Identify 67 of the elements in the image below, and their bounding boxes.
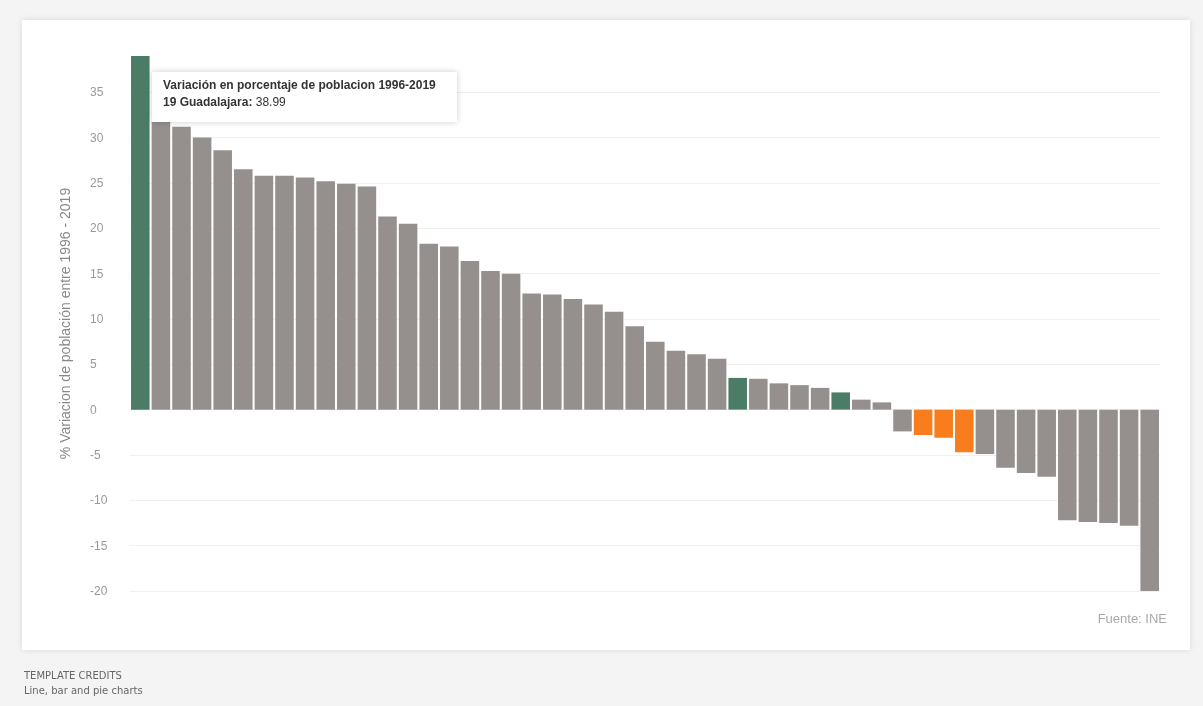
bar	[481, 270, 500, 410]
y-tick-label: 0	[90, 402, 97, 417]
bar	[357, 186, 377, 410]
y-tick-label: -10	[90, 493, 108, 508]
y-tick-label: 30	[90, 130, 104, 145]
bar	[1078, 409, 1098, 523]
bar	[666, 350, 686, 410]
bar	[831, 392, 850, 410]
text: TEMPLATE CREDITS	[24, 670, 122, 681]
bar	[1058, 409, 1077, 521]
bar	[893, 409, 912, 432]
bar	[419, 243, 438, 410]
bar	[1099, 409, 1118, 523]
bar	[852, 399, 871, 410]
source-note: Fuente: INE	[1097, 611, 1168, 626]
bar	[1037, 409, 1056, 477]
y-tick-label: 25	[90, 175, 104, 190]
annotation: Variación en porcentaje de poblacion 1996-2019 19 Guadalajara: 38.99	[163, 78, 437, 109]
bar	[1140, 409, 1159, 591]
y-tick-label: -20	[90, 584, 108, 598]
bar	[275, 175, 294, 410]
bar	[913, 409, 933, 436]
y-tick-label: 10	[90, 311, 104, 326]
bar	[872, 402, 892, 410]
bar	[687, 354, 706, 410]
bar	[213, 150, 232, 410]
bar	[440, 246, 459, 410]
bar	[790, 385, 809, 410]
y-tick-label: 20	[90, 221, 104, 236]
y-axis-title: % Variacion de población entre 1996 - 2019	[57, 187, 73, 460]
bar	[810, 387, 830, 410]
bar	[337, 183, 356, 410]
bar	[398, 223, 418, 410]
bar	[460, 260, 480, 410]
bar	[543, 294, 562, 410]
y-tick-label: -5	[90, 447, 101, 462]
y-tick-label: -15	[90, 538, 108, 553]
bar	[646, 341, 665, 410]
bar	[192, 137, 212, 410]
bar	[522, 293, 541, 410]
bar	[316, 181, 335, 410]
bar	[234, 169, 253, 410]
bar	[975, 409, 995, 455]
bar	[295, 177, 315, 410]
bar	[172, 126, 191, 410]
bar	[131, 56, 150, 410]
bar	[1119, 409, 1139, 526]
bar	[584, 304, 603, 410]
bar	[955, 409, 974, 453]
bar	[254, 175, 274, 410]
bar	[769, 383, 789, 410]
bar	[728, 377, 747, 410]
y-tick-label: 15	[90, 266, 104, 281]
bar	[749, 378, 768, 410]
bar	[501, 273, 521, 410]
bar	[625, 326, 644, 410]
y-tick-label: 5	[90, 357, 97, 372]
bar	[707, 358, 727, 410]
text: Line, bar and pie charts	[24, 685, 143, 696]
bar	[996, 409, 1015, 468]
bar	[563, 299, 583, 410]
y-tick-label: 35	[90, 85, 104, 100]
bar	[1016, 409, 1036, 474]
bar	[604, 311, 624, 410]
bar	[378, 216, 397, 410]
bar	[934, 409, 953, 438]
bar	[151, 121, 171, 410]
